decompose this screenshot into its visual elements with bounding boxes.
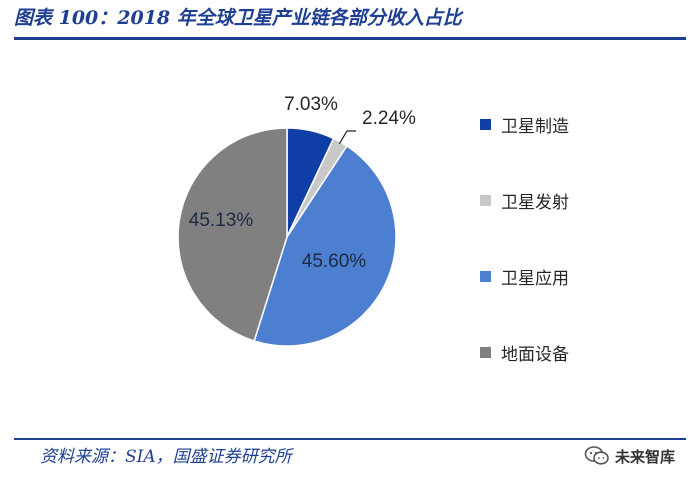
footer-divider: [14, 438, 686, 440]
legend-item-ground-equipment: 地面设备: [480, 340, 569, 365]
legend-label: 地面设备: [501, 344, 569, 365]
data-label-1: 7.03%: [284, 94, 338, 115]
pie-slice-3: [253, 144, 397, 347]
wechat-icon: [584, 446, 609, 465]
watermark-text: 未来智库: [615, 447, 676, 466]
data-label-2: 2.24%: [362, 108, 416, 129]
legend-item-satellite-launch: 卫星发射: [480, 188, 569, 213]
source-note: 资料来源：SIA，国盛证券研究所: [40, 447, 292, 467]
legend-swatch: [480, 118, 491, 130]
legend-swatch: [480, 194, 491, 206]
chart-title: 图表 100：2018 年全球卫星产业链各部分收入占比: [14, 7, 462, 29]
data-label-4: 45.13%: [189, 210, 254, 231]
legend-item-satellite-manufacturing: 卫星制造: [480, 112, 569, 137]
legend-label: 卫星应用: [501, 268, 569, 289]
legend-item-satellite-application: 卫星应用: [480, 264, 569, 289]
legend-swatch: [480, 270, 491, 282]
title-divider: [14, 37, 686, 40]
data-label-3: 45.60%: [302, 251, 367, 272]
watermark: 未来智库: [584, 441, 675, 471]
legend-label: 卫星发射: [501, 192, 569, 213]
pie-slice-4: [177, 127, 288, 342]
legend-label: 卫星制造: [501, 116, 569, 137]
legend-swatch: [480, 346, 491, 358]
leader-line: [338, 130, 356, 145]
